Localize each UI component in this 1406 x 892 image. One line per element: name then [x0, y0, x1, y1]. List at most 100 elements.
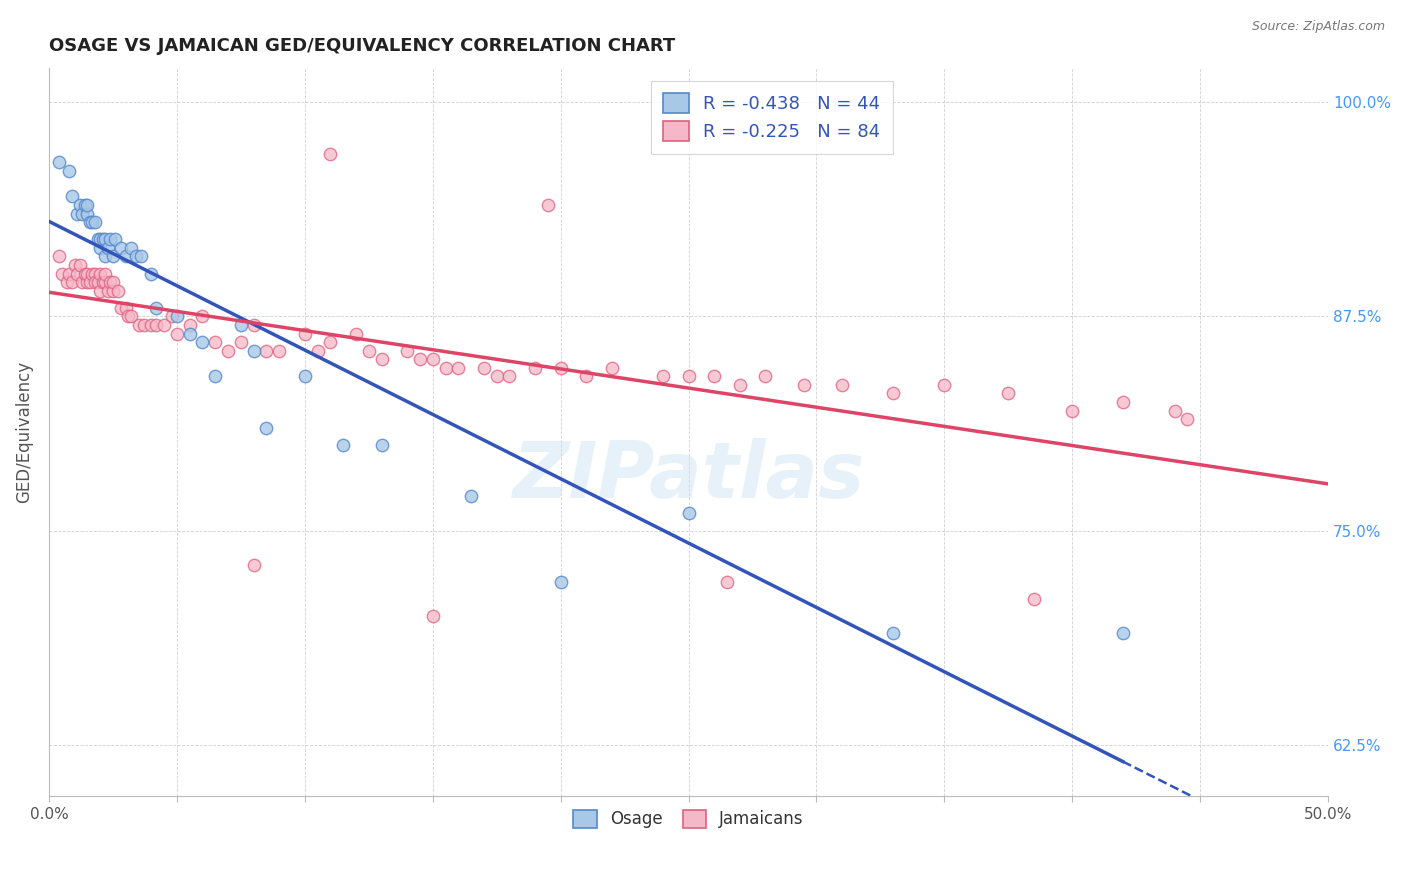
- Point: [550, 574, 572, 589]
- Point: [160, 310, 183, 324]
- Text: ZIPatlas: ZIPatlas: [512, 438, 865, 514]
- Point: [409, 352, 432, 367]
- Point: [294, 369, 316, 384]
- Point: [754, 369, 776, 384]
- Point: [191, 310, 214, 324]
- Point: [344, 326, 367, 341]
- Point: [703, 369, 725, 384]
- Point: [1112, 395, 1135, 409]
- Point: [66, 267, 89, 281]
- Point: [82, 267, 104, 281]
- Point: [370, 438, 392, 452]
- Legend: Osage, Jamaicans: Osage, Jamaicans: [567, 803, 810, 835]
- Point: [166, 326, 188, 341]
- Point: [204, 369, 226, 384]
- Point: [73, 198, 96, 212]
- Point: [70, 275, 93, 289]
- Point: [89, 241, 111, 255]
- Point: [128, 318, 150, 332]
- Point: [204, 335, 226, 350]
- Point: [48, 155, 70, 169]
- Point: [294, 326, 316, 341]
- Point: [882, 626, 904, 640]
- Point: [101, 249, 124, 263]
- Text: Source: ZipAtlas.com: Source: ZipAtlas.com: [1251, 20, 1385, 33]
- Point: [831, 378, 853, 392]
- Point: [179, 318, 201, 332]
- Point: [129, 249, 152, 263]
- Point: [101, 284, 124, 298]
- Point: [357, 343, 380, 358]
- Point: [76, 267, 98, 281]
- Point: [132, 318, 155, 332]
- Point: [242, 558, 264, 572]
- Point: [114, 301, 136, 315]
- Point: [101, 275, 124, 289]
- Point: [89, 267, 111, 281]
- Point: [84, 267, 107, 281]
- Point: [332, 438, 354, 452]
- Point: [166, 310, 188, 324]
- Point: [472, 360, 495, 375]
- Point: [1163, 403, 1185, 417]
- Point: [79, 275, 101, 289]
- Point: [117, 310, 139, 324]
- Point: [56, 275, 79, 289]
- Point: [76, 275, 98, 289]
- Point: [84, 275, 107, 289]
- Point: [104, 232, 127, 246]
- Point: [882, 386, 904, 401]
- Point: [537, 198, 560, 212]
- Point: [97, 284, 120, 298]
- Point: [79, 215, 101, 229]
- Point: [716, 574, 738, 589]
- Point: [307, 343, 329, 358]
- Point: [84, 215, 107, 229]
- Point: [60, 275, 83, 289]
- Point: [100, 232, 122, 246]
- Point: [254, 343, 277, 358]
- Point: [76, 198, 98, 212]
- Point: [242, 318, 264, 332]
- Point: [550, 360, 572, 375]
- Point: [66, 206, 89, 220]
- Point: [91, 232, 114, 246]
- Point: [1022, 592, 1045, 607]
- Point: [58, 267, 80, 281]
- Point: [110, 241, 132, 255]
- Point: [319, 335, 342, 350]
- Point: [110, 301, 132, 315]
- Point: [678, 507, 700, 521]
- Point: [86, 275, 108, 289]
- Point: [91, 275, 114, 289]
- Point: [94, 249, 117, 263]
- Point: [120, 310, 142, 324]
- Point: [460, 489, 482, 503]
- Point: [524, 360, 547, 375]
- Point: [447, 360, 470, 375]
- Point: [600, 360, 623, 375]
- Point: [145, 318, 167, 332]
- Point: [114, 249, 136, 263]
- Point: [89, 232, 111, 246]
- Point: [1062, 403, 1084, 417]
- Point: [728, 378, 751, 392]
- Point: [254, 421, 277, 435]
- Point: [269, 343, 291, 358]
- Text: OSAGE VS JAMAICAN GED/EQUIVALENCY CORRELATION CHART: OSAGE VS JAMAICAN GED/EQUIVALENCY CORREL…: [49, 37, 675, 55]
- Point: [86, 232, 108, 246]
- Point: [48, 249, 70, 263]
- Point: [125, 249, 148, 263]
- Point: [485, 369, 508, 384]
- Point: [60, 189, 83, 203]
- Point: [242, 343, 264, 358]
- Point: [97, 241, 120, 255]
- Point: [141, 267, 163, 281]
- Point: [94, 275, 117, 289]
- Point: [422, 352, 444, 367]
- Point: [107, 284, 129, 298]
- Point: [319, 146, 342, 161]
- Y-axis label: GED/Equivalency: GED/Equivalency: [15, 361, 32, 503]
- Point: [73, 267, 96, 281]
- Point: [434, 360, 457, 375]
